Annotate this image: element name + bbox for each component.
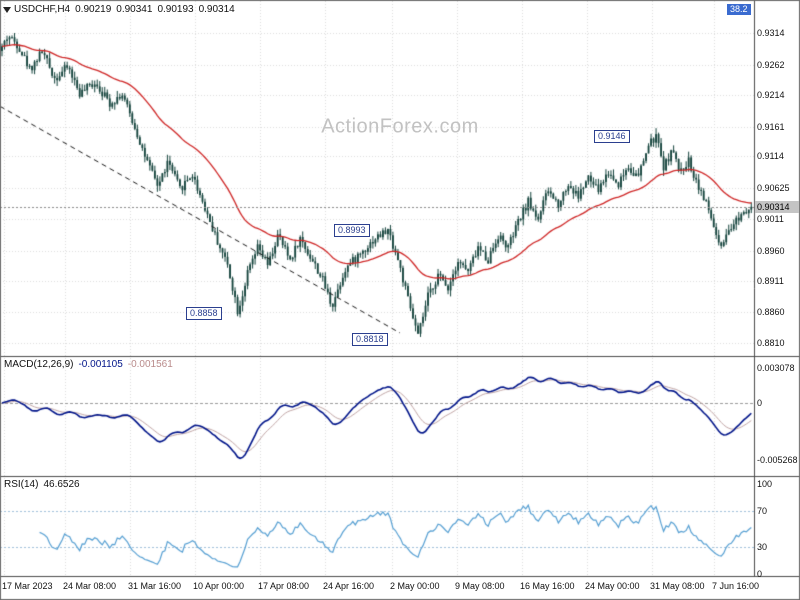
price-axis-label: 0.9314: [757, 28, 785, 38]
rsi-indicator-label: RSI(14) 46.6526: [4, 479, 80, 491]
time-axis-label: 24 May 00:00: [585, 581, 640, 591]
time-axis-label: 17 Mar 2023: [2, 581, 53, 591]
price-axis-label: 0.9114: [757, 151, 784, 161]
low-value: 0.90193: [157, 4, 194, 15]
macd-axis-label: 0: [757, 398, 763, 408]
time-axis-label: 24 Apr 16:00: [323, 581, 375, 591]
macd-name: MACD(12,26,9): [4, 359, 74, 370]
macd-main-value: -0.001105: [78, 359, 123, 370]
price-annotation-high: 0.9146: [594, 130, 630, 143]
price-annotation-low-1: 0.8858: [186, 307, 222, 320]
watermark: ActionForex.com: [321, 115, 479, 138]
price-axis-label: 0.9214: [757, 90, 785, 100]
price-axis-label: 0.8860: [757, 307, 785, 317]
rsi-axis-label: 100: [757, 479, 773, 489]
high-value: 0.90341: [116, 4, 153, 15]
rsi-axis-label: 0: [757, 569, 763, 579]
price-axis-label: 0.9011: [757, 214, 784, 224]
price-annotation-swing: 0.8993: [334, 224, 370, 237]
time-axis-label: 10 Apr 00:00: [193, 581, 245, 591]
macd-axis-label: -0.005268: [757, 455, 798, 465]
price-axis-label: 0.9161: [757, 122, 785, 132]
time-axis-label: 2 May 00:00: [390, 581, 440, 591]
macd-indicator-label: MACD(12,26,9) -0.001105 -0.001561: [4, 359, 173, 371]
rsi-name: RSI(14): [4, 479, 39, 490]
time-axis-label: 16 May 16:00: [520, 581, 575, 591]
macd-signal-value: -0.001561: [127, 359, 173, 370]
time-axis-label: 24 Mar 08:00: [63, 581, 117, 591]
open-value: 0.90219: [75, 4, 112, 15]
fib-level-label: 38.2: [727, 4, 751, 15]
time-axis-label: 31 May 08:00: [650, 581, 705, 591]
price-axis-label: 0.9262: [757, 60, 785, 70]
macd-axis-label: 0.003078: [757, 363, 795, 373]
time-axis-label: 31 Mar 16:00: [128, 581, 182, 591]
price-axis-label: 0.90625: [757, 183, 790, 193]
time-axis-label: 9 May 08:00: [455, 581, 505, 591]
rsi-axis-label: 70: [757, 506, 768, 516]
chart-shift-icon: [3, 7, 11, 13]
time-axis-label: 7 Jun 16:00: [712, 581, 760, 591]
price-axis-label: 0.8960: [757, 246, 785, 256]
price-axis-label: 0.8911: [757, 276, 784, 286]
ohlc-header: USDCHF,H4 0.90219 0.90341 0.90193 0.9031…: [14, 4, 235, 16]
time-axis-label: 17 Apr 08:00: [258, 581, 310, 591]
close-value: 0.90314: [198, 4, 235, 15]
symbol-timeframe-label: USDCHF,H4: [14, 4, 71, 15]
rsi-value: 46.6526: [43, 479, 80, 490]
rsi-axis-label: 30: [757, 542, 768, 552]
last-price-axis-label: 0.90314: [755, 201, 799, 213]
price-axis-label: 0.8810: [757, 338, 785, 348]
price-annotation-low-2: 0.8818: [352, 333, 388, 346]
